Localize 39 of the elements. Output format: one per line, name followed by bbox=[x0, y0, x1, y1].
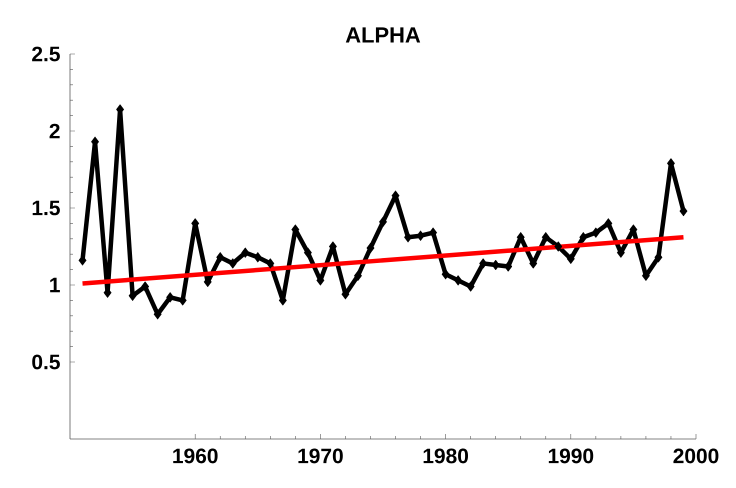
point bbox=[241, 247, 250, 258]
x-tick-label: 1990 bbox=[548, 448, 594, 464]
x-tick-label: 1980 bbox=[424, 448, 468, 464]
point bbox=[604, 218, 612, 229]
point bbox=[429, 227, 438, 238]
point bbox=[542, 232, 550, 242]
point bbox=[354, 270, 362, 281]
point bbox=[442, 268, 450, 280]
point bbox=[166, 292, 174, 303]
point bbox=[379, 216, 387, 228]
y-tick-label: 2.5 bbox=[32, 46, 60, 62]
x-tick-label: 1960 bbox=[173, 448, 218, 464]
x-tick-label: 1970 bbox=[298, 448, 343, 464]
y-tick-label: 2 bbox=[50, 124, 60, 138]
point bbox=[579, 232, 588, 242]
chart-title: ALPHA bbox=[346, 27, 420, 42]
point bbox=[592, 227, 600, 238]
point bbox=[228, 258, 237, 269]
point bbox=[466, 281, 475, 292]
point bbox=[141, 281, 150, 292]
point bbox=[479, 258, 488, 269]
point bbox=[154, 309, 162, 320]
y-tick-label: 1.5 bbox=[32, 200, 60, 216]
x-tick-label: 2000 bbox=[673, 448, 718, 464]
point bbox=[454, 275, 462, 286]
point bbox=[492, 260, 500, 270]
point bbox=[304, 247, 312, 258]
y-tick-label: 0.5 bbox=[32, 354, 60, 370]
point bbox=[254, 252, 262, 263]
point bbox=[554, 241, 562, 252]
point bbox=[504, 261, 512, 272]
point bbox=[679, 206, 688, 216]
point bbox=[404, 232, 412, 242]
y-tick-label: 1 bbox=[50, 278, 60, 292]
point bbox=[416, 230, 425, 241]
point bbox=[266, 258, 274, 269]
point bbox=[216, 252, 224, 263]
point bbox=[566, 254, 575, 264]
point bbox=[366, 242, 374, 254]
